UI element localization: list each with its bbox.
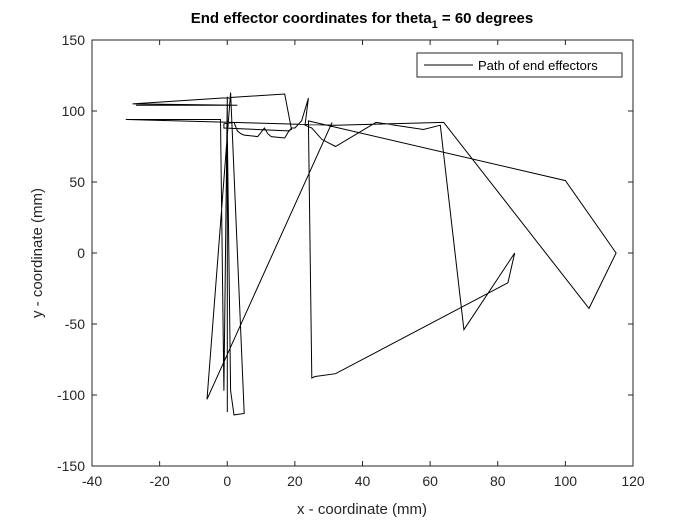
y-tick-label: 0 [77, 245, 85, 261]
y-tick-label: 150 [62, 32, 86, 48]
x-tick-label: 0 [223, 473, 231, 489]
y-tick-label: -50 [65, 316, 85, 332]
x-ticks: -40 -20 0 20 40 60 80 100 120 [82, 40, 645, 489]
x-tick-label: 80 [490, 473, 506, 489]
x-tick-label: -40 [82, 473, 102, 489]
y-tick-label: 50 [69, 174, 85, 190]
x-tick-label: 20 [287, 473, 303, 489]
x-tick-label: 120 [621, 473, 645, 489]
legend-label: Path of end effectors [478, 58, 598, 73]
chart-title-subscript: 1 [432, 19, 438, 31]
chart-title: End effector coordinates for theta1 = 60… [191, 10, 533, 31]
x-axis-label: x - coordinate (mm) [297, 501, 427, 518]
y-ticks: -150 -100 -50 0 50 100 150 [57, 32, 633, 474]
x-tick-label: 100 [554, 473, 578, 489]
y-tick-label: -100 [57, 387, 85, 403]
x-tick-label: -20 [150, 473, 170, 489]
x-tick-label: 60 [422, 473, 438, 489]
y-tick-label: 100 [62, 103, 86, 119]
series-line-0 [125, 92, 617, 416]
series-group [125, 92, 617, 416]
plot-area [92, 40, 633, 466]
chart-title-main: End effector coordinates for theta [191, 10, 433, 27]
legend: Path of end effectors [416, 52, 623, 78]
x-tick-label: 40 [355, 473, 371, 489]
axes-box [91, 39, 634, 467]
y-axis-label: y - coordinate (mm) [29, 188, 46, 318]
chart-title-rest: = 60 degrees [438, 10, 533, 27]
y-tick-label: -150 [57, 458, 85, 474]
